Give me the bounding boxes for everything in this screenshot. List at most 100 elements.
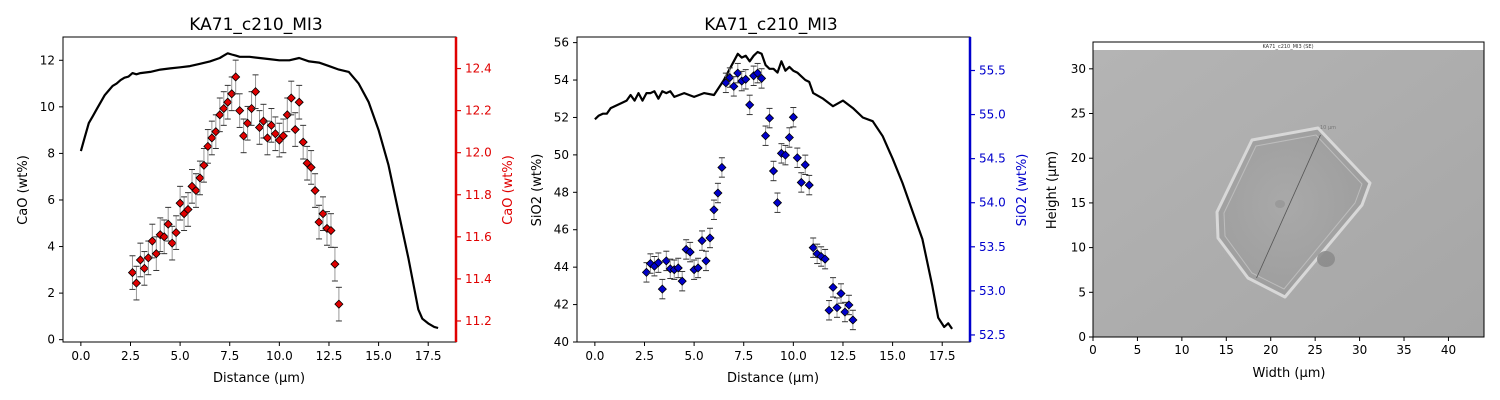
right-y-tick-label: 11.4 — [465, 272, 492, 286]
right-y-tick-label: 54.0 — [979, 196, 1006, 210]
melt-inclusion-crystal — [1215, 126, 1372, 299]
data-point-diamond — [741, 74, 751, 84]
data-point-diamond — [685, 247, 695, 257]
right-y-tick-label: 55.5 — [979, 63, 1006, 77]
x-tick-label: 12.5 — [316, 349, 343, 363]
x-tick-label: 15.0 — [365, 349, 392, 363]
data-point-diamond — [131, 278, 142, 288]
y-tick-label: 46 — [554, 223, 569, 237]
data-point-diamond — [844, 300, 854, 310]
data-point-diamond — [788, 112, 798, 122]
right-y-tick-label: 55.0 — [979, 108, 1006, 122]
data-point-diamond — [270, 129, 280, 139]
data-point-diamond — [709, 205, 719, 215]
data-point-diamond — [306, 162, 316, 172]
data-point-diamond — [286, 93, 296, 103]
cao-left-y-ticks: 0 2 4 6 8 10 12 — [40, 53, 63, 347]
data-point-diamond — [677, 276, 687, 286]
y-tick-label: 12 — [40, 53, 55, 67]
y-tick-label: 4 — [47, 240, 55, 254]
x-tick-label: 10.0 — [780, 349, 807, 363]
cao-chart-title: KA71_c210_MI3 — [189, 15, 322, 35]
data-point-diamond — [207, 133, 217, 143]
data-point-diamond — [314, 217, 324, 227]
profile-line-series — [79, 52, 439, 330]
y-tick-label: 10 — [40, 100, 55, 114]
data-point-diamond — [163, 219, 173, 229]
data-point-diamond — [147, 236, 157, 246]
data-point-diamond — [294, 97, 304, 107]
data-point-diamond — [310, 185, 320, 196]
data-point-diamond — [239, 131, 249, 141]
data-point-diamond — [800, 160, 810, 170]
x-tick-label: 10.0 — [266, 349, 293, 363]
data-point-diamond — [195, 173, 205, 183]
cao-line-series — [79, 52, 439, 330]
x-tick-label: 15 — [1219, 343, 1234, 357]
x-tick-label: 17.5 — [929, 349, 956, 363]
x-tick-label: 12.5 — [830, 349, 857, 363]
sem-image-frame — [1092, 41, 1485, 338]
data-point-diamond — [227, 89, 237, 99]
y-tick-label: 54 — [554, 73, 569, 87]
sio2-line-series — [594, 50, 954, 330]
data-point-diamond — [717, 162, 727, 173]
data-point-diamond — [772, 198, 783, 208]
y-tick-label: 44 — [554, 260, 569, 274]
data-point-diamond — [653, 258, 663, 268]
sio2-right-y-ticks: 52.5 53.0 53.5 54.0 54.5 55.0 55.5 — [970, 63, 1006, 342]
x-tick-label: 10 — [1174, 343, 1189, 357]
data-point-diamond — [848, 315, 858, 325]
data-point-diamond — [183, 204, 193, 215]
data-point-diamond — [641, 267, 652, 277]
data-point-diamond — [139, 263, 149, 273]
data-point-diamond — [780, 150, 790, 160]
x-tick-label: 30 — [1352, 343, 1367, 357]
sio2-panel: KA71_c210_MI3 0.0 2.5 5.0 7.5 10.0 12.5 15.0 17… — [530, 15, 1030, 386]
data-point-diamond — [828, 282, 838, 292]
y-tick-label: 10 — [1071, 241, 1086, 255]
y-tick-label: 0 — [47, 333, 55, 347]
data-point-diamond — [757, 73, 767, 83]
y-tick-label: 8 — [47, 146, 55, 160]
right-y-tick-label: 12.0 — [465, 146, 492, 160]
data-point-diamond — [298, 137, 308, 147]
data-point-diamond — [159, 232, 169, 242]
y-tick-label: 48 — [554, 185, 569, 199]
sem-image-caption-bar — [1093, 42, 1484, 50]
x-tick-label: 7.5 — [220, 349, 239, 363]
data-point-diamond — [175, 198, 185, 208]
sem-image-caption: KA71_c210_MI3 (SE) — [1262, 44, 1313, 50]
x-tick-label: 17.5 — [415, 349, 442, 363]
data-point-diamond — [705, 233, 715, 243]
cao-plot-frame — [62, 36, 457, 343]
data-point-diamond — [824, 305, 834, 315]
data-point-diamond — [330, 259, 340, 269]
cao-x-ticks: 0.0 2.5 5.0 7.5 10.0 12.5 15.0 17.5 — [71, 342, 442, 363]
data-point-diamond — [729, 81, 739, 91]
x-tick-label: 0.0 — [71, 349, 90, 363]
data-point-diamond — [127, 268, 138, 278]
data-point-diamond — [290, 124, 300, 135]
data-point-diamond — [258, 116, 269, 126]
melt-inclusion-bubble — [1317, 251, 1335, 267]
data-point-diamond — [792, 153, 802, 163]
right-y-tick-label: 53.5 — [979, 240, 1006, 254]
profile-line-series — [594, 50, 954, 330]
data-point-diamond — [167, 238, 177, 248]
x-tick-label: 0 — [1089, 343, 1097, 357]
cao-point-series — [127, 59, 344, 322]
y-tick-label: 15 — [1071, 196, 1086, 210]
x-tick-label: 35 — [1396, 343, 1411, 357]
data-point-diamond — [721, 78, 731, 88]
data-point-diamond — [243, 118, 253, 128]
data-point-diamond — [215, 110, 225, 120]
x-tick-label: 2.5 — [635, 349, 654, 363]
data-point-diamond — [326, 225, 336, 236]
y-tick-label: 40 — [554, 335, 569, 349]
cao-left-y-axis-label: CaO (wt%) — [16, 155, 31, 225]
data-point-diamond — [334, 299, 344, 309]
x-tick-label: 7.5 — [734, 349, 753, 363]
melt-inclusion-spot — [1275, 200, 1285, 208]
